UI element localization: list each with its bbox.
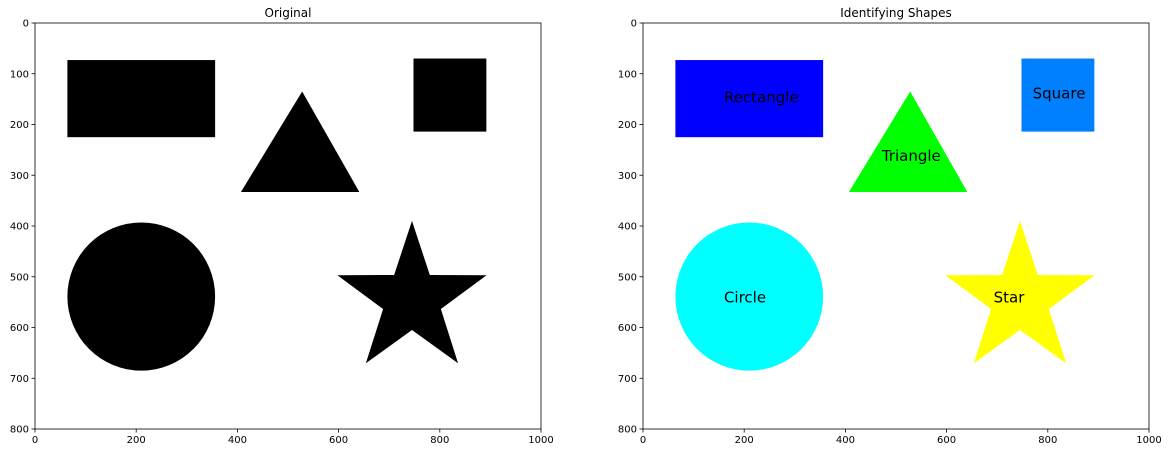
y-tick-label: 0 — [23, 19, 29, 30]
shape-label-triangle: Triangle — [881, 147, 941, 165]
panel-original: 0 200 400 600 800 1000 0 100 200 300 400 500 600 700 8… — [10, 6, 554, 446]
y-tick-label: 200 — [618, 120, 637, 131]
shape-rectangle — [675, 60, 824, 138]
x-tick-label: 1000 — [1136, 435, 1161, 446]
x-tick-label: 200 — [127, 435, 146, 446]
shape-circle — [67, 222, 216, 371]
y-tick-label: 700 — [618, 374, 637, 385]
y-tick-label: 400 — [10, 222, 29, 233]
y-tick-label: 800 — [10, 425, 29, 436]
x-tick-label: 0 — [640, 435, 646, 446]
shape-square — [413, 58, 487, 132]
shape-label-square: Square — [1033, 85, 1086, 103]
shape-star — [945, 220, 1095, 364]
x-tick-label: 800 — [430, 435, 449, 446]
panel-title: Identifying Shapes — [840, 6, 952, 20]
y-tick-label: 300 — [618, 171, 637, 182]
x-tick-label: 800 — [1038, 435, 1057, 446]
shape-star — [337, 220, 487, 364]
y-tick-label: 400 — [618, 222, 637, 233]
shape-label-rectangle: Rectangle — [724, 89, 799, 107]
shape-circle — [675, 222, 824, 371]
shape-triangle — [240, 91, 360, 192]
x-tick-label: 0 — [32, 435, 38, 446]
y-tick-label: 600 — [618, 323, 637, 334]
y-tick-label: 100 — [10, 69, 29, 80]
x-tick-label: 400 — [836, 435, 855, 446]
y-tick-label: 300 — [10, 171, 29, 182]
y-tick-label: 800 — [618, 425, 637, 436]
x-tick-label: 600 — [329, 435, 348, 446]
y-tick-label: 500 — [618, 272, 637, 283]
shape-rectangle — [67, 60, 216, 138]
shape-label-star: Star — [994, 289, 1026, 307]
y-tick-label: 100 — [618, 69, 637, 80]
y-tick-label: 0 — [631, 19, 637, 30]
panel-identifying-shapes: Rectangle Square Triangle Circle Star 0 200 400… — [618, 6, 1162, 446]
y-tick-label: 200 — [10, 120, 29, 131]
x-tick-label: 400 — [228, 435, 247, 446]
shape-triangle — [848, 91, 968, 192]
y-tick-label: 500 — [10, 272, 29, 283]
y-tick-label: 600 — [10, 323, 29, 334]
shape-label-circle: Circle — [724, 289, 766, 307]
panel-title: Original — [265, 6, 312, 20]
x-tick-label: 1000 — [528, 435, 553, 446]
y-tick-label: 700 — [10, 374, 29, 385]
x-tick-label: 200 — [735, 435, 754, 446]
x-tick-label: 600 — [937, 435, 956, 446]
shape-square — [1021, 58, 1095, 132]
